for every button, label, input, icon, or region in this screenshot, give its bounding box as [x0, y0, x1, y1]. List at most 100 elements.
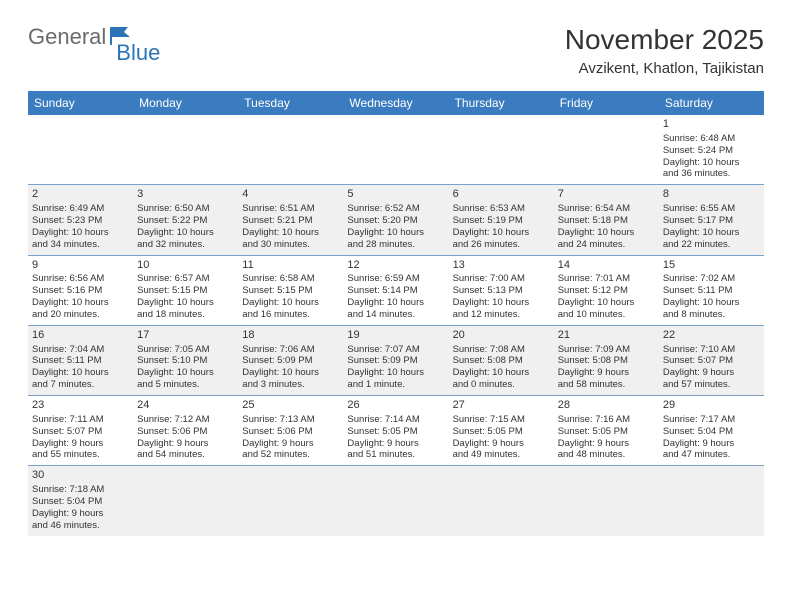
day-number: 15 — [663, 259, 760, 273]
day-info-line: and 14 minutes. — [347, 309, 444, 321]
day-number: 9 — [32, 259, 129, 273]
day-info-line: Sunset: 5:13 PM — [453, 285, 550, 297]
day-info-line: and 26 minutes. — [453, 239, 550, 251]
empty-cell — [449, 466, 554, 536]
empty-cell — [343, 466, 448, 536]
day-info-line: Sunrise: 7:06 AM — [242, 344, 339, 356]
day-header-row: Sunday Monday Tuesday Wednesday Thursday… — [28, 91, 764, 115]
day-cell: 17Sunrise: 7:05 AMSunset: 5:10 PMDayligh… — [133, 325, 238, 395]
day-info-line: Daylight: 9 hours — [32, 438, 129, 450]
day-info-line: Daylight: 10 hours — [453, 367, 550, 379]
day-info-line: Sunset: 5:24 PM — [663, 145, 760, 157]
day-info-line: Sunset: 5:21 PM — [242, 215, 339, 227]
day-info-line: Daylight: 10 hours — [32, 297, 129, 309]
empty-cell — [449, 115, 554, 185]
day-number: 13 — [453, 259, 550, 273]
day-info-line: and 20 minutes. — [32, 309, 129, 321]
dayhead-fri: Friday — [554, 91, 659, 115]
day-info-line: Daylight: 10 hours — [558, 297, 655, 309]
day-info-line: Sunrise: 6:56 AM — [32, 273, 129, 285]
day-info-line: and 10 minutes. — [558, 309, 655, 321]
day-info-line: Sunset: 5:11 PM — [32, 355, 129, 367]
day-info-line: Sunrise: 6:57 AM — [137, 273, 234, 285]
day-info-line: Sunrise: 6:52 AM — [347, 203, 444, 215]
day-info-line: Sunset: 5:22 PM — [137, 215, 234, 227]
dayhead-sun: Sunday — [28, 91, 133, 115]
day-cell: 20Sunrise: 7:08 AMSunset: 5:08 PMDayligh… — [449, 325, 554, 395]
logo: General Blue — [28, 24, 182, 50]
day-info-line: Sunrise: 7:13 AM — [242, 414, 339, 426]
day-info-line: Sunset: 5:07 PM — [32, 426, 129, 438]
day-info-line: Daylight: 9 hours — [242, 438, 339, 450]
day-info-line: Daylight: 10 hours — [663, 227, 760, 239]
title-block: November 2025 Avzikent, Khatlon, Tajikis… — [565, 24, 764, 77]
day-info-line: and 51 minutes. — [347, 449, 444, 461]
day-info-line: and 28 minutes. — [347, 239, 444, 251]
day-info-line: Sunset: 5:06 PM — [137, 426, 234, 438]
day-info-line: and 58 minutes. — [558, 379, 655, 391]
day-info-line: Sunset: 5:07 PM — [663, 355, 760, 367]
day-info-line: and 57 minutes. — [663, 379, 760, 391]
day-info-line: and 5 minutes. — [137, 379, 234, 391]
day-number: 18 — [242, 329, 339, 343]
day-info-line: Sunset: 5:04 PM — [32, 496, 129, 508]
day-number: 28 — [558, 399, 655, 413]
day-info-line: Sunset: 5:18 PM — [558, 215, 655, 227]
day-number: 1 — [663, 118, 760, 132]
day-info-line: and 46 minutes. — [32, 520, 129, 532]
day-cell: 8Sunrise: 6:55 AMSunset: 5:17 PMDaylight… — [659, 185, 764, 255]
empty-cell — [659, 466, 764, 536]
day-number: 19 — [347, 329, 444, 343]
week-row: 9Sunrise: 6:56 AMSunset: 5:16 PMDaylight… — [28, 255, 764, 325]
week-row: 16Sunrise: 7:04 AMSunset: 5:11 PMDayligh… — [28, 325, 764, 395]
day-cell: 10Sunrise: 6:57 AMSunset: 5:15 PMDayligh… — [133, 255, 238, 325]
day-info-line: Sunset: 5:17 PM — [663, 215, 760, 227]
day-info-line: Sunrise: 7:07 AM — [347, 344, 444, 356]
day-info-line: Daylight: 10 hours — [347, 367, 444, 379]
day-info-line: Sunset: 5:09 PM — [347, 355, 444, 367]
day-info-line: and 8 minutes. — [663, 309, 760, 321]
day-info-line: Daylight: 9 hours — [558, 438, 655, 450]
day-cell: 15Sunrise: 7:02 AMSunset: 5:11 PMDayligh… — [659, 255, 764, 325]
day-info-line: and 52 minutes. — [242, 449, 339, 461]
dayhead-tue: Tuesday — [238, 91, 343, 115]
week-row: 1Sunrise: 6:48 AMSunset: 5:24 PMDaylight… — [28, 115, 764, 185]
day-info-line: Daylight: 10 hours — [242, 227, 339, 239]
day-number: 11 — [242, 259, 339, 273]
day-cell: 1Sunrise: 6:48 AMSunset: 5:24 PMDaylight… — [659, 115, 764, 185]
day-info-line: Sunrise: 7:09 AM — [558, 344, 655, 356]
header: General Blue November 2025 Avzikent, Kha… — [28, 24, 764, 77]
day-info-line: Daylight: 10 hours — [347, 227, 444, 239]
day-cell: 4Sunrise: 6:51 AMSunset: 5:21 PMDaylight… — [238, 185, 343, 255]
day-info-line: and 55 minutes. — [32, 449, 129, 461]
day-info-line: Sunrise: 7:02 AM — [663, 273, 760, 285]
day-info-line: Sunrise: 6:50 AM — [137, 203, 234, 215]
day-info-line: Sunset: 5:23 PM — [32, 215, 129, 227]
day-info-line: Sunrise: 6:55 AM — [663, 203, 760, 215]
day-info-line: Daylight: 10 hours — [453, 297, 550, 309]
day-info-line: Daylight: 10 hours — [242, 297, 339, 309]
calendar-table: Sunday Monday Tuesday Wednesday Thursday… — [28, 91, 764, 536]
day-number: 26 — [347, 399, 444, 413]
calendar-body: 1Sunrise: 6:48 AMSunset: 5:24 PMDaylight… — [28, 115, 764, 536]
day-cell: 12Sunrise: 6:59 AMSunset: 5:14 PMDayligh… — [343, 255, 448, 325]
day-info-line: Sunrise: 7:12 AM — [137, 414, 234, 426]
day-info-line: and 1 minute. — [347, 379, 444, 391]
empty-cell — [28, 115, 133, 185]
month-title: November 2025 — [565, 24, 764, 56]
logo-text-part2: Blue — [116, 40, 160, 66]
day-cell: 9Sunrise: 6:56 AMSunset: 5:16 PMDaylight… — [28, 255, 133, 325]
day-number: 10 — [137, 259, 234, 273]
day-info-line: Daylight: 10 hours — [137, 367, 234, 379]
location-text: Avzikent, Khatlon, Tajikistan — [565, 60, 764, 77]
day-number: 4 — [242, 188, 339, 202]
day-info-line: and 54 minutes. — [137, 449, 234, 461]
day-info-line: Daylight: 10 hours — [242, 367, 339, 379]
week-row: 23Sunrise: 7:11 AMSunset: 5:07 PMDayligh… — [28, 396, 764, 466]
day-info-line: Sunset: 5:05 PM — [453, 426, 550, 438]
day-info-line: and 32 minutes. — [137, 239, 234, 251]
day-info-line: Sunrise: 7:10 AM — [663, 344, 760, 356]
day-number: 2 — [32, 188, 129, 202]
day-info-line: Sunset: 5:06 PM — [242, 426, 339, 438]
day-number: 3 — [137, 188, 234, 202]
